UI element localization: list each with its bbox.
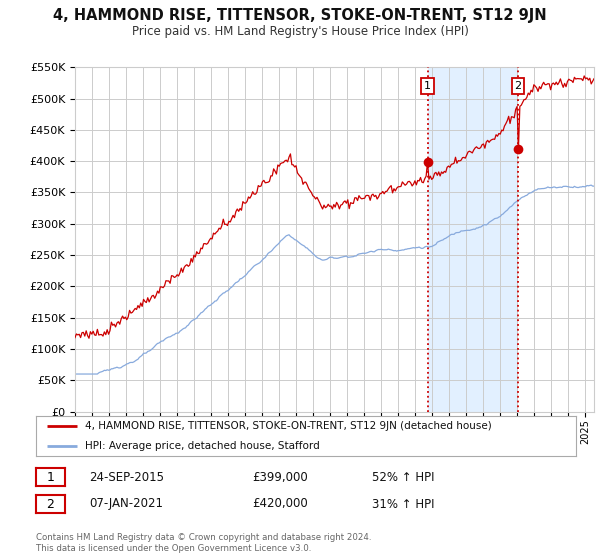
Text: 07-JAN-2021: 07-JAN-2021 bbox=[89, 497, 163, 511]
Text: 52% ↑ HPI: 52% ↑ HPI bbox=[372, 470, 434, 484]
Text: Contains HM Land Registry data © Crown copyright and database right 2024.
This d: Contains HM Land Registry data © Crown c… bbox=[36, 533, 371, 553]
Text: 1: 1 bbox=[424, 81, 431, 91]
Text: 2: 2 bbox=[514, 81, 521, 91]
Text: 24-SEP-2015: 24-SEP-2015 bbox=[89, 470, 164, 484]
Text: 1: 1 bbox=[46, 470, 55, 484]
Text: 4, HAMMOND RISE, TITTENSOR, STOKE-ON-TRENT, ST12 9JN (detached house): 4, HAMMOND RISE, TITTENSOR, STOKE-ON-TRE… bbox=[85, 421, 491, 431]
Text: Price paid vs. HM Land Registry's House Price Index (HPI): Price paid vs. HM Land Registry's House … bbox=[131, 25, 469, 38]
Text: £399,000: £399,000 bbox=[252, 470, 308, 484]
Text: HPI: Average price, detached house, Stafford: HPI: Average price, detached house, Staf… bbox=[85, 441, 319, 451]
Text: £420,000: £420,000 bbox=[252, 497, 308, 511]
Bar bbox=[428, 67, 518, 412]
Text: 4, HAMMOND RISE, TITTENSOR, STOKE-ON-TRENT, ST12 9JN: 4, HAMMOND RISE, TITTENSOR, STOKE-ON-TRE… bbox=[53, 8, 547, 24]
Text: 2: 2 bbox=[46, 497, 55, 511]
Text: 31% ↑ HPI: 31% ↑ HPI bbox=[372, 497, 434, 511]
